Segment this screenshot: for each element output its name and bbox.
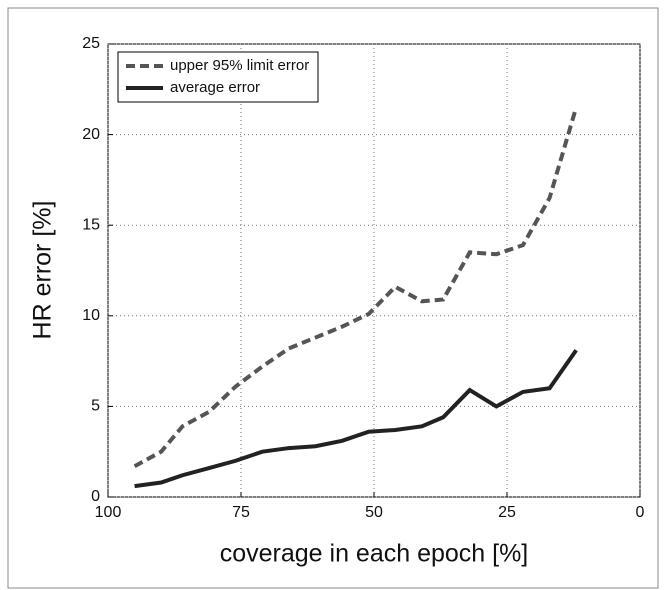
x-tick-label: 100 xyxy=(95,504,122,521)
data-line xyxy=(134,349,578,489)
y-axis-label: HR error [%] xyxy=(29,201,57,340)
x-tick-label: 50 xyxy=(365,504,383,521)
y-tick-label: 10 xyxy=(82,307,100,324)
legend-label: average error xyxy=(170,79,260,96)
legend-label: upper 95% limit error xyxy=(170,57,309,74)
x-axis-label: coverage in each epoch [%] xyxy=(220,540,529,568)
y-tick-label: 20 xyxy=(82,126,100,143)
y-tick-label: 0 xyxy=(91,488,100,505)
x-tick-label: 75 xyxy=(232,504,250,521)
x-tick-label: 25 xyxy=(498,504,516,521)
data-line xyxy=(133,106,579,468)
y-tick-label: 15 xyxy=(82,216,100,233)
y-tick-label: 5 xyxy=(91,398,100,415)
y-tick-label: 25 xyxy=(82,35,100,52)
legend-box xyxy=(117,51,319,103)
plot-area xyxy=(107,43,641,498)
x-tick-label: 0 xyxy=(636,504,645,521)
